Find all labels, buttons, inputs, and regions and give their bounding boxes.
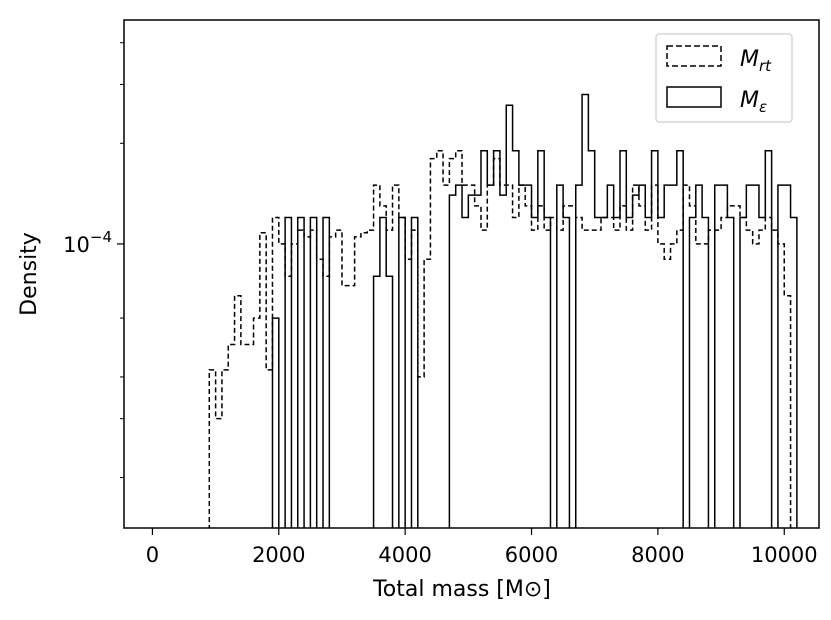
x-axis: 0 2000 4000 6000 8000 10000 (146, 528, 818, 567)
legend-label-mrt: Mrt (740, 47, 772, 75)
legend: Mrt Mε (655, 33, 793, 123)
x-tick-label: 10000 (751, 543, 818, 567)
series-line-mrt (208, 150, 792, 528)
plot-area-frame (123, 19, 820, 529)
y-tick-label: 10−4 (63, 228, 112, 257)
series-line-meps (271, 93, 798, 528)
legend-swatch-mrt (666, 45, 722, 67)
x-axis-label: Total mass [M⊙] (372, 577, 551, 602)
legend-frame (655, 33, 793, 123)
x-tick-label: 6000 (505, 543, 558, 567)
x-tick-label: 8000 (631, 543, 684, 567)
x-tick-label: 4000 (378, 543, 431, 567)
legend-label-meps: Mε (740, 88, 767, 116)
y-axis: 10−4 (63, 42, 124, 479)
x-tick-label: 0 (146, 543, 159, 567)
series-layer (208, 93, 798, 528)
x-tick-label: 2000 (252, 543, 305, 567)
y-axis-label: Density (17, 232, 42, 316)
legend-swatch-meps (666, 86, 722, 108)
